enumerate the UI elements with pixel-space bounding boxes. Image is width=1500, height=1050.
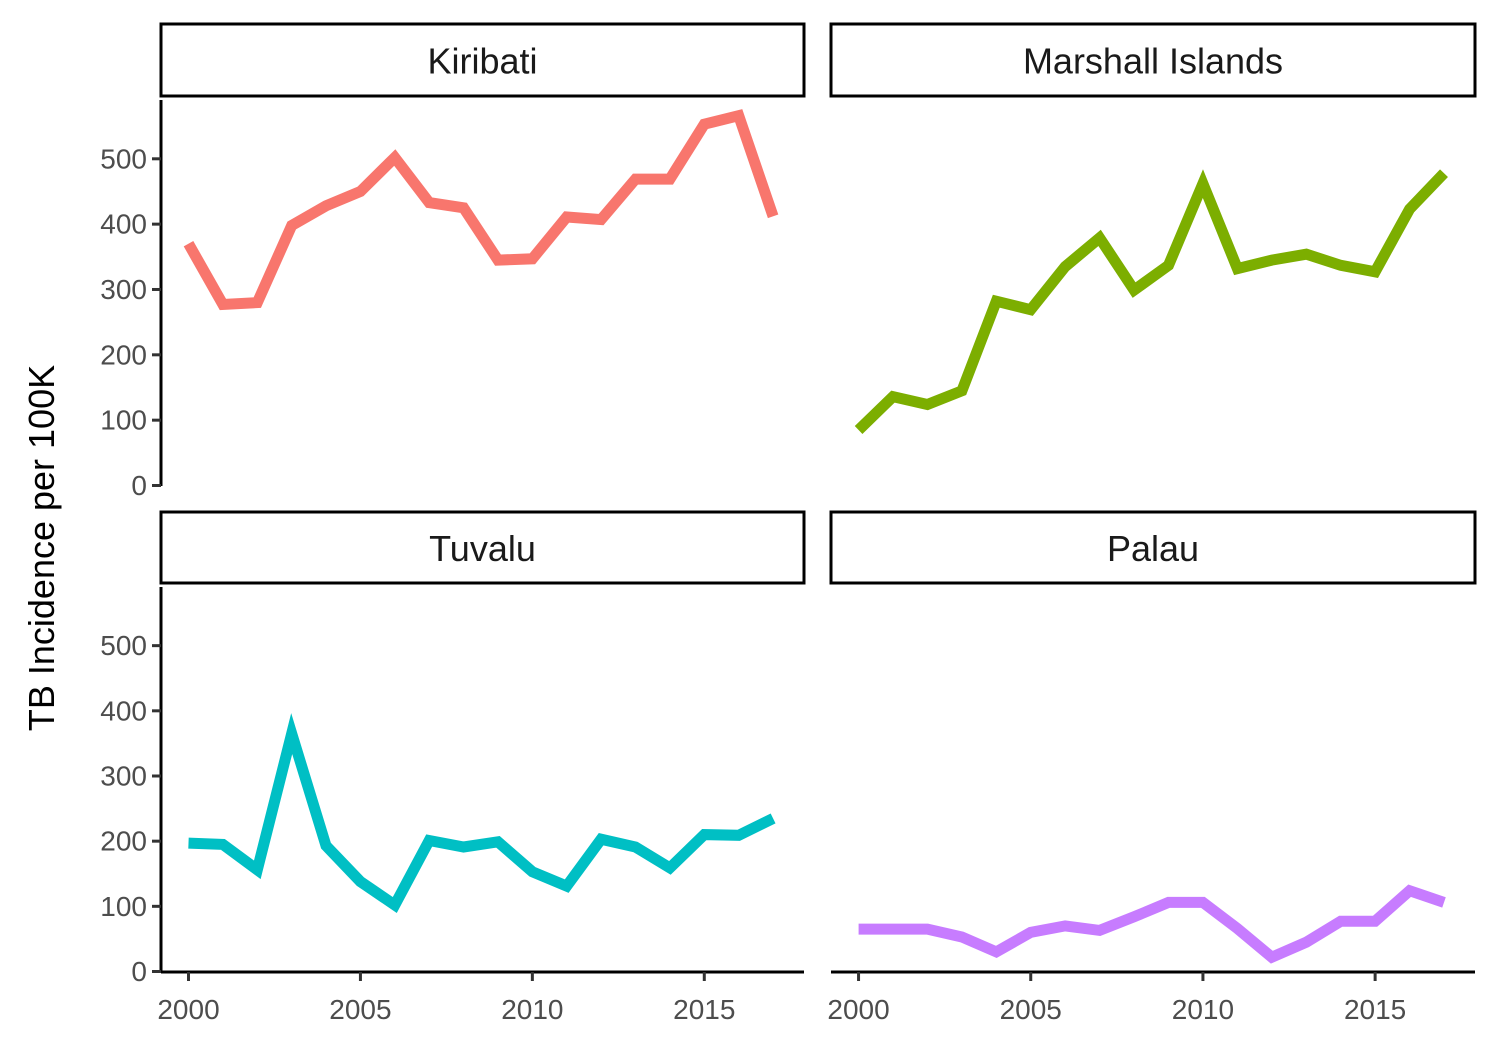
- strip-marshall-islands: [829, 22, 1477, 98]
- strip-kiribati: [159, 22, 806, 98]
- y-tick-label-tuvalu-500: 500: [100, 630, 147, 661]
- series-line-marshall-islands: [854, 169, 1448, 434]
- strip-palau: [829, 510, 1477, 585]
- strip-label-marshall-islands: Marshall Islands: [1023, 41, 1283, 82]
- x-tick-label-palau-2010: 2010: [1172, 994, 1234, 1025]
- x-tick-label-tuvalu-2015: 2015: [673, 994, 735, 1025]
- y-tick-label-tuvalu-100: 100: [100, 891, 147, 922]
- strip-label-kiribati: Kiribati: [427, 41, 537, 82]
- y-tick-label-kiribati-200: 200: [100, 339, 147, 370]
- y-tick-label-tuvalu-300: 300: [100, 760, 147, 791]
- x-tick-label-palau-2005: 2005: [1000, 994, 1062, 1025]
- y-tick-label-kiribati-300: 300: [100, 274, 147, 305]
- y-tick-label-kiribati-100: 100: [100, 405, 147, 436]
- x-tick-label-tuvalu-2010: 2010: [501, 994, 563, 1025]
- facet-tuvalu: Tuvalu 0 100 200 300 400 500 2000 2005 2010 2015: [100, 510, 806, 1025]
- y-tick-label-kiribati-500: 500: [100, 143, 147, 174]
- x-tick-label-tuvalu-2000: 2000: [157, 994, 219, 1025]
- facet-kiribati: Kiribati 0 100 200 300 400 500: [100, 22, 806, 501]
- y-axis-label: TB Incidence per 100K: [21, 365, 62, 731]
- y-tick-label-kiribati-400: 400: [100, 209, 147, 240]
- strip-label-tuvalu: Tuvalu: [429, 528, 536, 569]
- y-tick-label-kiribati-0: 0: [131, 470, 147, 501]
- y-tick-label-tuvalu-400: 400: [100, 695, 147, 726]
- strip-tuvalu: [159, 510, 806, 585]
- series-line-kiribati: [183, 109, 779, 311]
- y-tick-label-tuvalu-0: 0: [131, 956, 147, 987]
- series-line-palau: [858, 884, 1446, 964]
- x-tick-label-tuvalu-2005: 2005: [329, 994, 391, 1025]
- y-tick-label-tuvalu-200: 200: [100, 826, 147, 857]
- series-line-tuvalu: [188, 713, 776, 913]
- facet-palau: Palau 2000 2005 2010 2015: [827, 510, 1477, 1025]
- x-tick-label-palau-2015: 2015: [1344, 994, 1406, 1025]
- x-tick-label-palau-2000: 2000: [827, 994, 889, 1025]
- strip-label-palau: Palau: [1107, 528, 1199, 569]
- facet-marshall-islands: Marshall Islands: [829, 22, 1477, 434]
